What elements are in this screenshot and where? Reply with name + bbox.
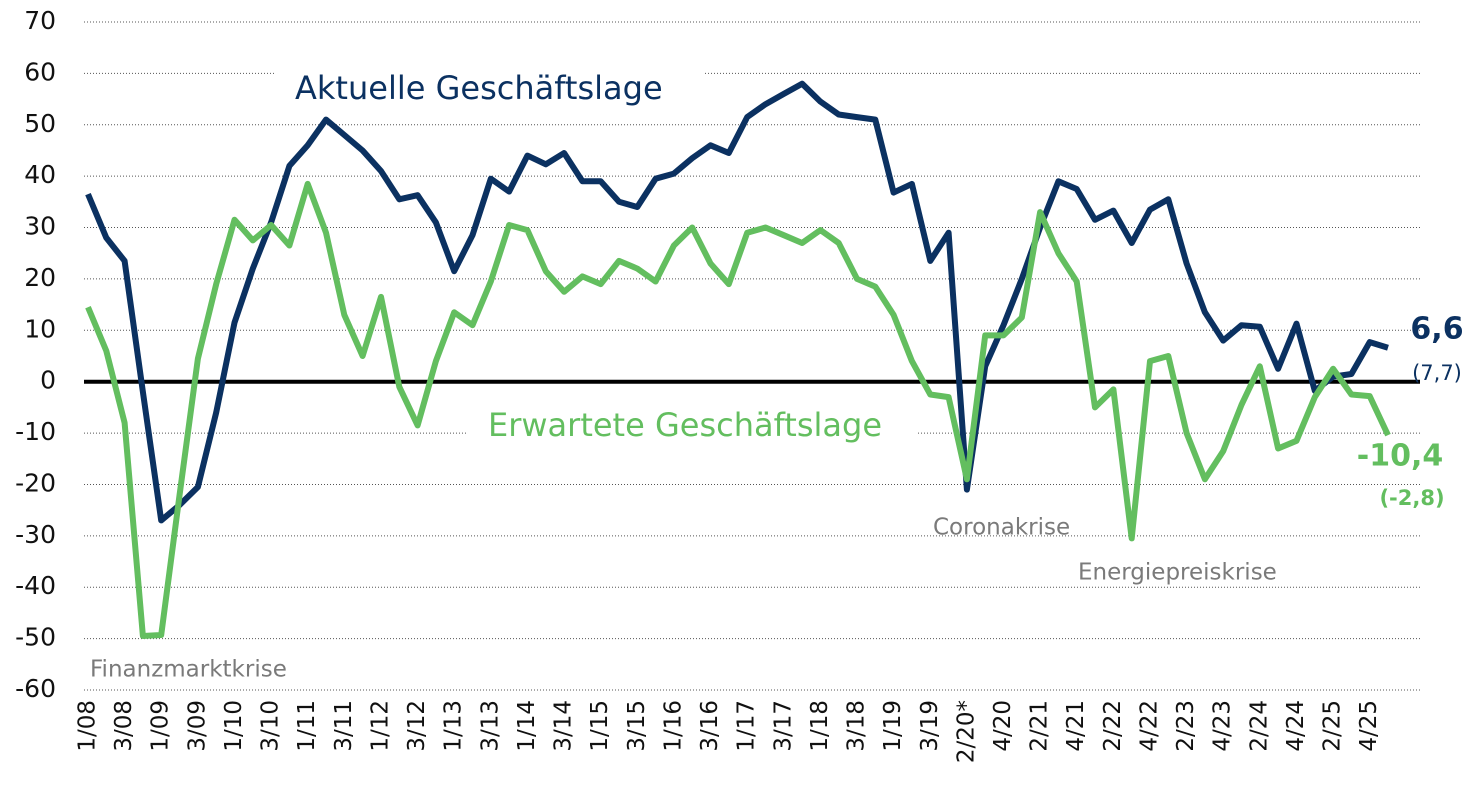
annotation: Finanzmarktkrise <box>90 657 287 683</box>
series-line <box>85 180 1391 639</box>
x-tick-label: 3/16 <box>697 700 723 752</box>
value-label: 6,6 <box>1410 312 1463 347</box>
legend-background <box>468 405 918 449</box>
x-tick-label: 4/21 <box>1063 700 1089 752</box>
x-tick-label: 2/24 <box>1246 700 1272 752</box>
y-tick-label: 20 <box>24 263 56 292</box>
x-tick-label: 1/16 <box>660 700 686 752</box>
legend-label: Aktuelle Geschäftslage <box>295 69 663 107</box>
x-tick-label: 3/12 <box>404 700 430 752</box>
x-tick-label: 2/22 <box>1100 700 1126 752</box>
x-tick-label: 3/18 <box>844 700 870 752</box>
x-tick-label: 3/14 <box>551 700 577 752</box>
x-tick-label: 1/18 <box>807 700 833 752</box>
x-tick-label: 1/10 <box>221 700 247 752</box>
x-tick-label: 4/24 <box>1283 700 1309 752</box>
series-line <box>85 80 1389 524</box>
x-tick-label: 2/20* <box>953 700 979 763</box>
y-tick-label: -20 <box>15 468 56 497</box>
x-tick-label: 3/13 <box>477 700 503 752</box>
x-tick-label: 3/19 <box>917 700 943 752</box>
y-tick-label: -10 <box>15 417 56 446</box>
x-tick-label: 2/23 <box>1173 700 1199 752</box>
y-tick-label: 40 <box>24 160 56 189</box>
x-tick-label: 1/14 <box>514 700 540 752</box>
y-tick-label: 0 <box>40 366 56 395</box>
x-tick-label: 3/11 <box>331 700 357 752</box>
y-tick-label: -50 <box>15 623 56 652</box>
y-tick-label: -60 <box>15 674 56 703</box>
value-label: (-2,8) <box>1379 486 1444 510</box>
x-tick-label: 3/10 <box>258 700 284 752</box>
x-tick-label: 4/23 <box>1210 700 1236 752</box>
legend-label: Erwartete Geschäftslage <box>488 406 882 444</box>
y-tick-label: -40 <box>15 571 56 600</box>
annotation: Coronakrise <box>933 515 1070 541</box>
x-tick-label: 1/15 <box>587 700 613 752</box>
y-tick-label: 70 <box>24 6 56 35</box>
x-tick-label: 1/11 <box>294 700 320 752</box>
y-tick-label: -30 <box>15 520 56 549</box>
x-tick-label: 4/20 <box>990 700 1016 752</box>
x-tick-label: 3/08 <box>111 700 137 752</box>
value-label: -10,4 <box>1357 439 1443 474</box>
x-tick-label: 3/17 <box>770 700 796 752</box>
x-tick-label: 1/08 <box>75 700 101 752</box>
value-label: (7,7) <box>1412 361 1462 385</box>
x-tick-label: 1/12 <box>367 700 393 752</box>
y-tick-label: 10 <box>24 314 56 343</box>
x-tick-label: 4/22 <box>1136 700 1162 752</box>
x-tick-label: 1/19 <box>880 700 906 752</box>
annotation: Energiepreiskrise <box>1078 560 1277 586</box>
x-tick-label: 4/25 <box>1356 700 1382 752</box>
y-tick-label: 60 <box>24 57 56 86</box>
legend-background <box>275 68 705 112</box>
x-tick-label: 2/25 <box>1320 700 1346 752</box>
y-tick-label: 30 <box>24 212 56 241</box>
x-tick-label: 3/15 <box>624 700 650 752</box>
x-tick-label: 1/13 <box>441 700 467 752</box>
x-tick-label: 1/17 <box>734 700 760 752</box>
y-tick-label: 50 <box>24 109 56 138</box>
x-tick-label: 1/09 <box>148 700 174 752</box>
x-tick-label: 2/21 <box>1027 700 1053 752</box>
x-tick-label: 3/09 <box>184 700 210 752</box>
